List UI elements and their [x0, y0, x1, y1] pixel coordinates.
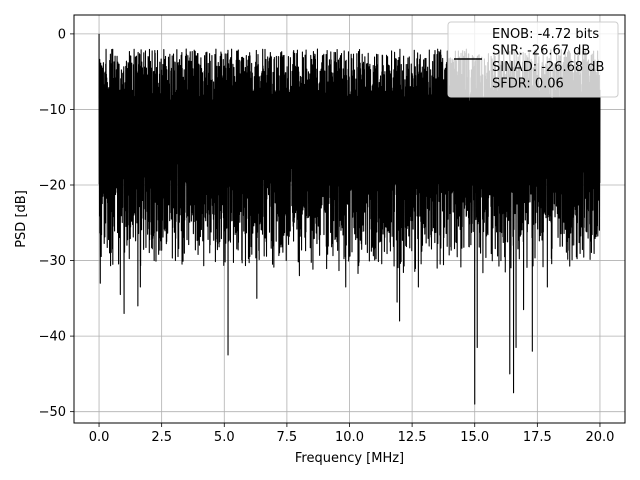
y-tick-label: −20: [39, 179, 66, 194]
y-tick-label: −40: [39, 330, 66, 345]
x-axis: 0.0 2.5 5.0 7.5 10.0 12.5 15.0 17.5 20.0: [89, 423, 614, 445]
legend-box: [447, 21, 619, 98]
y-tick-label: −50: [39, 405, 66, 420]
y-tick-label: −10: [39, 103, 66, 118]
x-axis-label: Frequency [MHz]: [295, 451, 404, 466]
x-tick-label: 20.0: [585, 430, 614, 445]
legend-sfdr: SFDR: 0.06: [492, 77, 564, 92]
y-axis: 0 −10 −20 −30 −40 −50: [39, 27, 74, 420]
x-tick-label: 17.5: [523, 430, 552, 445]
x-tick-label: 15.0: [460, 430, 489, 445]
y-tick-label: 0: [58, 27, 66, 42]
y-axis-label: PSD [dB]: [14, 190, 29, 248]
legend: ENOB: -4.72 bits SNR: -26.67 dB SINAD: -…: [447, 21, 619, 98]
legend-enob: ENOB: -4.72 bits: [492, 27, 599, 42]
y-tick-label: −30: [39, 254, 66, 269]
x-tick-label: 5.0: [214, 430, 235, 445]
x-tick-label: 12.5: [398, 430, 427, 445]
x-tick-label: 2.5: [151, 430, 172, 445]
x-tick-label: 10.0: [335, 430, 364, 445]
psd-line: [98, 33, 601, 405]
legend-sinad: SINAD: -26.68 dB: [492, 60, 604, 75]
psd-series: [98, 33, 601, 405]
legend-snr: SNR: -26.67 dB: [492, 44, 590, 59]
x-tick-label: 7.5: [277, 430, 298, 445]
x-tick-label: 0.0: [89, 430, 110, 445]
